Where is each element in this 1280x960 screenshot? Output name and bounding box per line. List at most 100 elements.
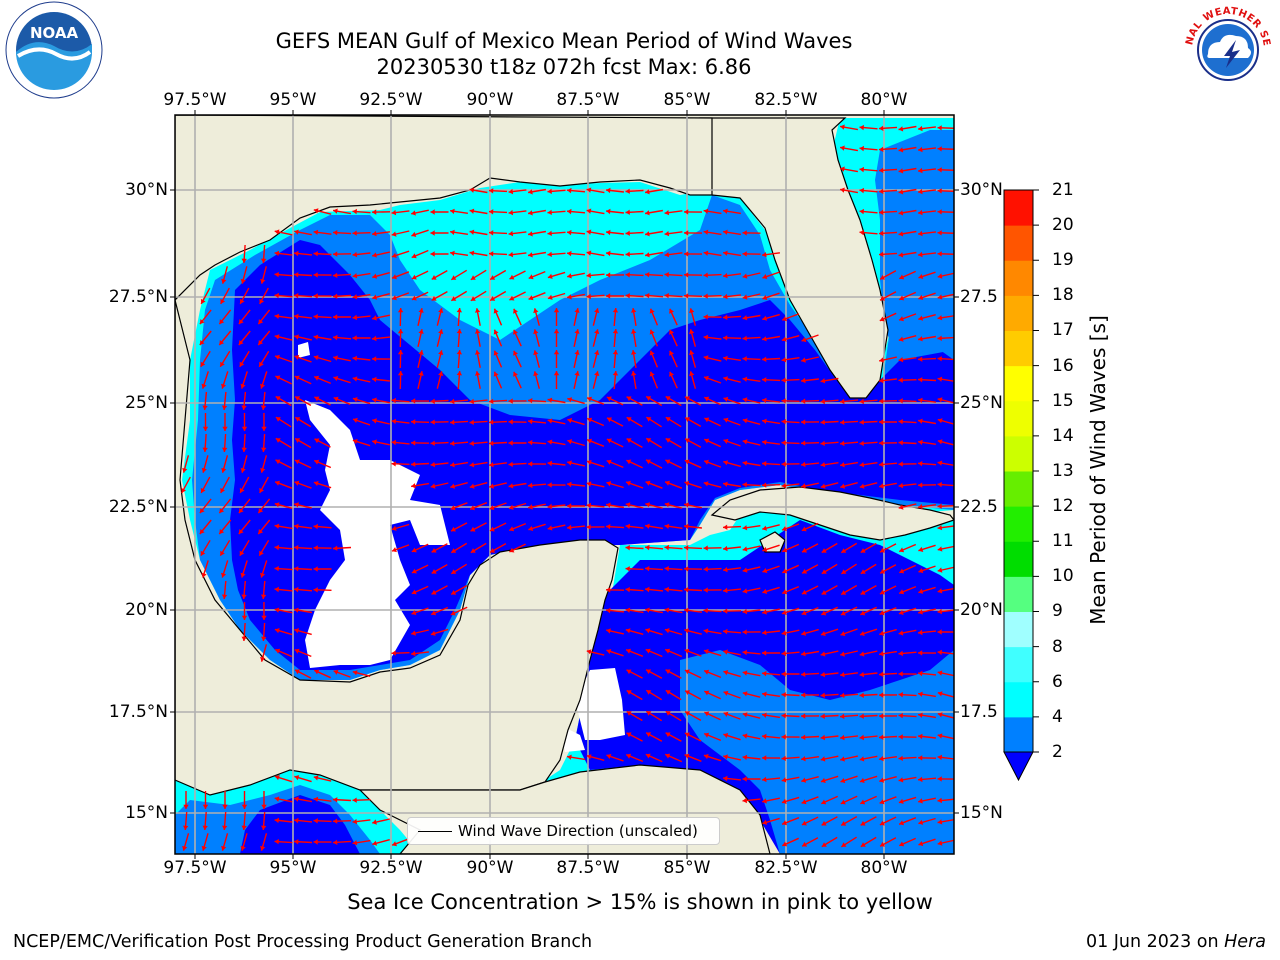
- wind-wave-arrowhead: [274, 544, 279, 551]
- wind-wave-arrowhead: [898, 126, 904, 132]
- wind-wave-arrowhead: [411, 589, 417, 595]
- wind-wave-arrowhead: [508, 230, 514, 237]
- wind-wave-arrowhead: [200, 487, 206, 493]
- wind-wave-arrowhead: [333, 208, 338, 214]
- wind-wave-arrowhead: [684, 459, 690, 465]
- colorbar-tick-label: 8: [1052, 637, 1063, 657]
- wind-wave-arrowhead: [684, 523, 689, 530]
- wind-wave-arrowhead: [475, 329, 481, 334]
- colorbar-tick-label: 17: [1052, 320, 1074, 340]
- wind-wave-arrowhead: [840, 398, 845, 405]
- wind-wave-arrowhead: [762, 650, 767, 656]
- wind-wave-arrowhead: [840, 610, 846, 616]
- wind-wave-arrowhead: [450, 440, 455, 447]
- wind-wave-arrowhead: [840, 440, 845, 447]
- wind-wave-arrowhead: [664, 272, 669, 278]
- wind-wave-arrowhead: [451, 548, 457, 553]
- wind-wave-arrowhead: [820, 398, 825, 405]
- wind-wave-arrowhead: [646, 669, 652, 675]
- wind-wave-arrowhead: [879, 209, 884, 215]
- wind-wave-arrowhead: [840, 145, 845, 151]
- wind-wave-arrowhead: [762, 274, 768, 280]
- wind-wave-arrowhead: [840, 734, 845, 741]
- wind-wave-arrowhead: [626, 648, 631, 654]
- wind-wave-arrowhead: [762, 252, 767, 258]
- wind-wave-arrowhead: [430, 483, 436, 489]
- wind-wave-arrowhead: [220, 487, 225, 493]
- wind-wave-arrowhead: [294, 354, 300, 360]
- wind-wave-arrowhead: [313, 796, 319, 802]
- wind-wave-arrowhead: [294, 648, 300, 654]
- wind-wave-arrowhead: [937, 733, 943, 739]
- wind-wave-arrowhead: [669, 371, 674, 377]
- wind-wave-arrowhead: [528, 252, 533, 258]
- wind-wave-arrowhead: [918, 274, 924, 279]
- wind-wave-arrowhead: [646, 711, 652, 716]
- wind-wave-arrowhead: [333, 669, 339, 675]
- wind-wave-arrowhead: [352, 314, 357, 321]
- wind-wave-arrowhead: [899, 274, 905, 280]
- wind-wave-arrowhead: [241, 825, 247, 830]
- wind-wave-arrowhead: [880, 568, 886, 574]
- wind-wave-arrowhead: [723, 438, 729, 444]
- wind-wave-arrowhead: [438, 308, 444, 313]
- wind-wave-arrowhead: [762, 418, 767, 424]
- wind-wave-arrowhead: [898, 734, 903, 740]
- wind-wave-arrowhead: [372, 439, 377, 445]
- wind-wave-arrowhead: [918, 315, 924, 321]
- wind-wave-arrowhead: [860, 569, 866, 574]
- wind-wave-arrowhead: [801, 630, 807, 636]
- wind-wave-arrowhead: [411, 274, 417, 280]
- wind-wave-arrowhead: [685, 396, 690, 402]
- wind-wave-arrowhead: [352, 670, 358, 676]
- wind-wave-arrowhead: [860, 610, 866, 616]
- wind-wave-arrowhead: [840, 672, 845, 678]
- wind-wave-arrowhead: [840, 483, 846, 489]
- wind-wave-arrowhead: [859, 208, 864, 215]
- wind-wave-arrowhead: [397, 308, 404, 313]
- wind-wave-arrowhead: [456, 371, 462, 376]
- colorbar-tick-label: 6: [1052, 672, 1063, 692]
- wind-wave-arrowhead: [372, 356, 377, 362]
- wind-wave-arrowhead: [649, 371, 655, 377]
- wind-wave-arrowhead: [547, 460, 552, 467]
- wind-wave-arrowhead: [684, 251, 689, 257]
- wind-wave-arrowhead: [352, 818, 358, 825]
- lat-label-left: 30°N: [125, 180, 168, 200]
- wind-wave-arrowhead: [684, 648, 690, 654]
- wind-wave-arrowhead: [801, 377, 806, 384]
- wind-wave-arrowhead: [533, 329, 539, 335]
- wind-wave-arrowhead: [879, 125, 884, 131]
- wind-wave-arrowhead: [684, 669, 690, 675]
- wind-wave-arrowhead: [294, 459, 300, 465]
- wind-wave-arrowhead: [762, 755, 767, 761]
- wind-wave-arrowhead: [295, 417, 301, 422]
- wind-wave-arrowhead: [201, 383, 207, 389]
- wind-wave-arrowhead: [221, 467, 227, 473]
- wind-wave-arrowhead: [762, 336, 767, 342]
- wind-wave-arrowhead: [475, 371, 481, 376]
- wind-wave-arrowhead: [820, 378, 826, 384]
- wind-wave-arrowhead: [684, 293, 689, 299]
- wind-wave-arrowhead: [689, 308, 695, 314]
- wind-wave-arrowhead: [372, 418, 377, 424]
- wind-wave-arrowhead: [275, 354, 280, 360]
- wind-wave-arrowhead: [937, 376, 943, 382]
- wind-wave-arrowhead: [313, 251, 318, 257]
- colorbar-tick-label: 21: [1052, 180, 1074, 200]
- wind-wave-arrowhead: [781, 692, 786, 698]
- wind-wave-arrowhead: [586, 250, 592, 256]
- wind-wave-arrowhead: [553, 371, 560, 376]
- wind-wave-arrowhead: [801, 651, 806, 657]
- wind-wave-arrowhead: [742, 670, 748, 676]
- wind-wave-arrowhead: [456, 308, 462, 313]
- wind-wave-arrowhead: [918, 336, 923, 342]
- wind-wave-arrowhead: [451, 590, 457, 595]
- wind-wave-arrowhead: [742, 294, 748, 300]
- wind-wave-arrowhead: [742, 315, 748, 321]
- wind-wave-arrowhead: [937, 209, 942, 215]
- wind-wave-arrowhead: [509, 547, 515, 553]
- wind-wave-arrowhead: [918, 819, 924, 825]
- wind-wave-arrowhead: [918, 251, 923, 258]
- wind-wave-arrowhead: [879, 734, 884, 740]
